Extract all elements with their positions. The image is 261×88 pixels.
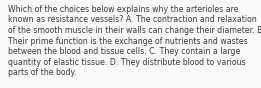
Text: Which of the choices below explains why the arterioles are: Which of the choices below explains why …	[8, 5, 239, 14]
Text: Their prime function is the exchange of nutrients and wastes: Their prime function is the exchange of …	[8, 37, 248, 46]
Text: known as resistance vessels? A. The contraction and relaxation: known as resistance vessels? A. The cont…	[8, 15, 257, 24]
Text: quantity of elastic tissue. D. They distribute blood to various: quantity of elastic tissue. D. They dist…	[8, 58, 246, 67]
Text: of the smooth muscle in their walls can change their diameter. B.: of the smooth muscle in their walls can …	[8, 26, 261, 35]
Text: parts of the body.: parts of the body.	[8, 68, 77, 77]
Text: between the blood and tissue cells. C. They contain a large: between the blood and tissue cells. C. T…	[8, 47, 240, 56]
